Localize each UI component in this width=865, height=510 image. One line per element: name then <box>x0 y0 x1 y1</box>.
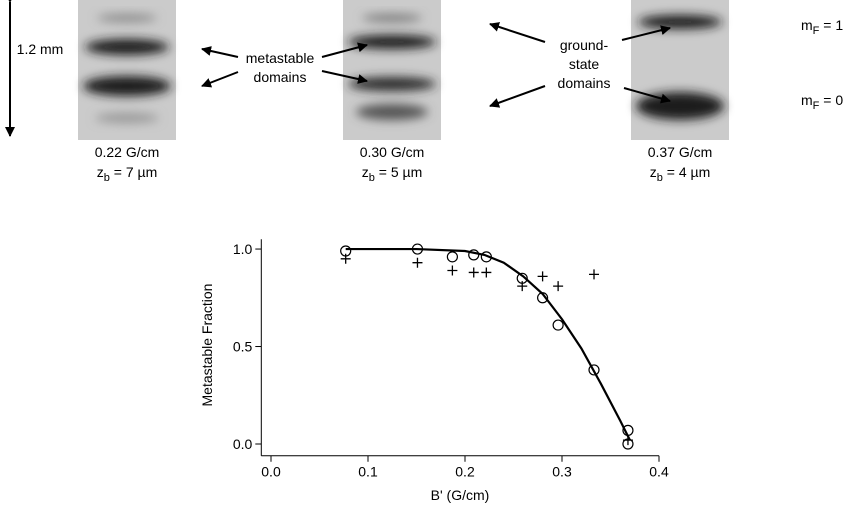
arrow <box>201 46 239 58</box>
rest: = 4 µm <box>663 164 710 180</box>
x-tick-label: 0.4 <box>649 464 669 480</box>
caption: 0.37 G/cm <box>648 144 713 160</box>
point <box>552 319 564 331</box>
image-1 <box>78 0 176 140</box>
label-line: state <box>569 56 600 72</box>
plot: 0.0 0.1 0.2 0.3 0.4 0.0 0.5 1.0 <box>233 239 669 480</box>
point <box>468 267 479 278</box>
arrow <box>489 85 546 108</box>
point <box>553 281 564 292</box>
y-tick-label: 0.5 <box>233 339 253 355</box>
arrow <box>201 71 239 88</box>
mf-label: mF = 1 <box>801 17 843 37</box>
x-tick-label: 0.0 <box>261 464 281 480</box>
rest: = 5 µm <box>375 164 422 180</box>
label-line: ground- <box>560 37 609 53</box>
arrow <box>321 70 368 84</box>
rest: = 1 <box>819 17 843 33</box>
point <box>589 269 600 280</box>
y-axis-label: Metastable Fraction <box>199 284 215 407</box>
point <box>481 267 492 278</box>
y-tick-label: 0.0 <box>233 436 253 452</box>
caption: zb = 5 µm <box>362 164 422 184</box>
fit-curve <box>345 247 631 441</box>
rest: = 7 µm <box>110 164 157 180</box>
subscript: F <box>813 25 820 37</box>
point <box>446 251 458 263</box>
symbol: z <box>362 164 369 180</box>
subscript: F <box>813 100 820 112</box>
arrow <box>489 22 546 43</box>
point <box>340 253 351 264</box>
caption: zb = 7 µm <box>97 164 157 184</box>
x-axis-label: B' (G/cm) <box>431 487 490 503</box>
y-tick-label: 1.0 <box>233 241 253 257</box>
image-2 <box>343 0 441 140</box>
x-tick-label: 0.3 <box>552 464 572 480</box>
point <box>588 364 600 376</box>
point <box>537 271 548 282</box>
label-line: metastable <box>246 50 315 66</box>
arrow <box>621 25 671 41</box>
rest: = 0 <box>819 92 843 108</box>
image-3 <box>631 0 729 140</box>
arrow <box>623 87 671 104</box>
label-line: domains <box>558 75 611 91</box>
point <box>517 281 528 292</box>
arrow <box>321 42 368 58</box>
x-tick-label: 0.1 <box>358 464 378 480</box>
caption: zb = 4 µm <box>650 164 710 184</box>
subscript: b <box>657 172 663 184</box>
symbol: m <box>801 92 813 108</box>
scale-label: 1.2 mm <box>17 41 64 57</box>
symbol: z <box>650 164 657 180</box>
label-line: domains <box>254 69 307 85</box>
symbol: m <box>801 17 813 33</box>
x-tick-label: 0.2 <box>455 464 475 480</box>
point <box>447 265 458 276</box>
mf-label: mF = 0 <box>801 92 843 112</box>
point <box>412 257 423 268</box>
subscript: b <box>104 172 110 184</box>
subscript: b <box>369 172 375 184</box>
point <box>468 249 480 261</box>
caption: 0.30 G/cm <box>360 144 425 160</box>
symbol: z <box>97 164 104 180</box>
caption: 0.22 G/cm <box>95 144 160 160</box>
